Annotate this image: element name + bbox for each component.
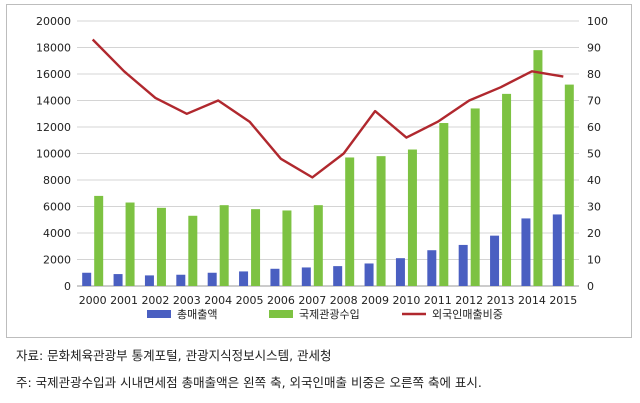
x-tick-label: 2002	[141, 294, 169, 307]
y-left-tick-label: 6000	[43, 201, 71, 214]
y-left-tick-label: 20000	[36, 15, 71, 28]
y-right-tick-label: 10	[587, 254, 601, 267]
bar	[282, 210, 292, 286]
y-right-tick-label: 80	[587, 68, 601, 81]
legend-label: 외국인매출비중	[432, 308, 503, 321]
legend-label: 국제관광수입	[299, 308, 360, 321]
bar	[125, 202, 135, 286]
bar	[439, 123, 449, 287]
y-right-tick-label: 90	[587, 42, 601, 55]
bar	[333, 266, 343, 286]
bar	[564, 84, 574, 286]
y-right-tick-label: 50	[587, 148, 601, 161]
bar-series	[82, 50, 574, 287]
bar	[345, 157, 355, 286]
legend-swatch	[147, 310, 171, 318]
x-tick-label: 2010	[392, 294, 420, 307]
x-tick-label: 2009	[361, 294, 389, 307]
y-left-tick-label: 12000	[36, 121, 71, 134]
bar	[552, 214, 562, 286]
bar	[502, 93, 512, 286]
x-tick-label: 2006	[267, 294, 295, 307]
y-right-tick-label: 30	[587, 201, 601, 214]
x-tick-label: 2011	[424, 294, 452, 307]
bar	[176, 274, 186, 286]
bar	[219, 205, 229, 286]
y-left-tick-label: 0	[64, 280, 71, 293]
bar	[376, 156, 386, 286]
bar	[407, 149, 417, 286]
legend-swatch	[269, 310, 293, 318]
x-tick-label: 2014	[518, 294, 546, 307]
y-right-tick-label: 0	[587, 280, 594, 293]
x-tick-label: 2005	[236, 294, 264, 307]
y-left-tick-label: 2000	[43, 254, 71, 267]
bar	[313, 205, 323, 286]
x-tick-label: 2001	[110, 294, 138, 307]
bar	[94, 195, 104, 286]
y-right-tick-label: 70	[587, 95, 601, 108]
x-tick-label: 2004	[204, 294, 232, 307]
bar	[239, 271, 249, 286]
bar	[533, 50, 543, 287]
legend-label: 총매출액	[177, 308, 217, 321]
x-tick-label: 2003	[173, 294, 201, 307]
y-right-tick-label: 40	[587, 174, 601, 187]
bar	[270, 268, 280, 286]
y-left-tick-label: 14000	[36, 95, 71, 108]
x-tick-label: 2012	[455, 294, 483, 307]
bar	[113, 274, 123, 286]
bar	[207, 272, 217, 286]
x-tick-label: 2013	[487, 294, 515, 307]
x-tick-label: 2000	[79, 294, 107, 307]
bar	[144, 275, 154, 286]
footnote: 주: 국제관광수입과 시내면세점 총매출액은 왼쪽 축, 외국인매출 비중은 오…	[16, 375, 482, 390]
x-tick-label: 2007	[298, 294, 326, 307]
bar	[470, 108, 480, 286]
bar	[156, 207, 166, 286]
y-right-tick-label: 100	[587, 15, 608, 28]
bar	[364, 263, 374, 286]
y-left-tick-label: 16000	[36, 68, 71, 81]
x-tick-label: 2015	[549, 294, 577, 307]
combo-chart: 0 2000 4000 6000 8000 10000 12000 14000 16000 180…	[36, 15, 608, 321]
bar	[251, 209, 261, 286]
y-left-tick-label: 8000	[43, 174, 71, 187]
y-left-tick-label: 18000	[36, 42, 71, 55]
y-left-tick-label: 4000	[43, 227, 71, 240]
bar	[82, 272, 92, 286]
line-series	[91, 38, 564, 179]
bar	[188, 215, 198, 286]
y-right-tick-label: 20	[587, 227, 601, 240]
source-note: 자료: 문화체육관광부 통계포털, 관광지식정보시스템, 관세청	[16, 348, 332, 363]
bar	[490, 235, 500, 286]
y-left-tick-label: 10000	[36, 148, 71, 161]
bar	[395, 258, 405, 286]
legend: 총매출액 국제관광수입 외국인매출비중	[147, 308, 503, 321]
bar	[427, 250, 437, 286]
bar	[458, 244, 468, 286]
line-path	[91, 38, 564, 179]
axis-labels: 0 2000 4000 6000 8000 10000 12000 14000 16000 180…	[36, 15, 608, 307]
x-tick-label: 2008	[330, 294, 358, 307]
bar	[301, 267, 311, 286]
chart-frame: 0 2000 4000 6000 8000 10000 12000 14000 16000 180…	[6, 4, 632, 338]
y-right-tick-label: 60	[587, 121, 601, 134]
bar	[521, 218, 531, 286]
